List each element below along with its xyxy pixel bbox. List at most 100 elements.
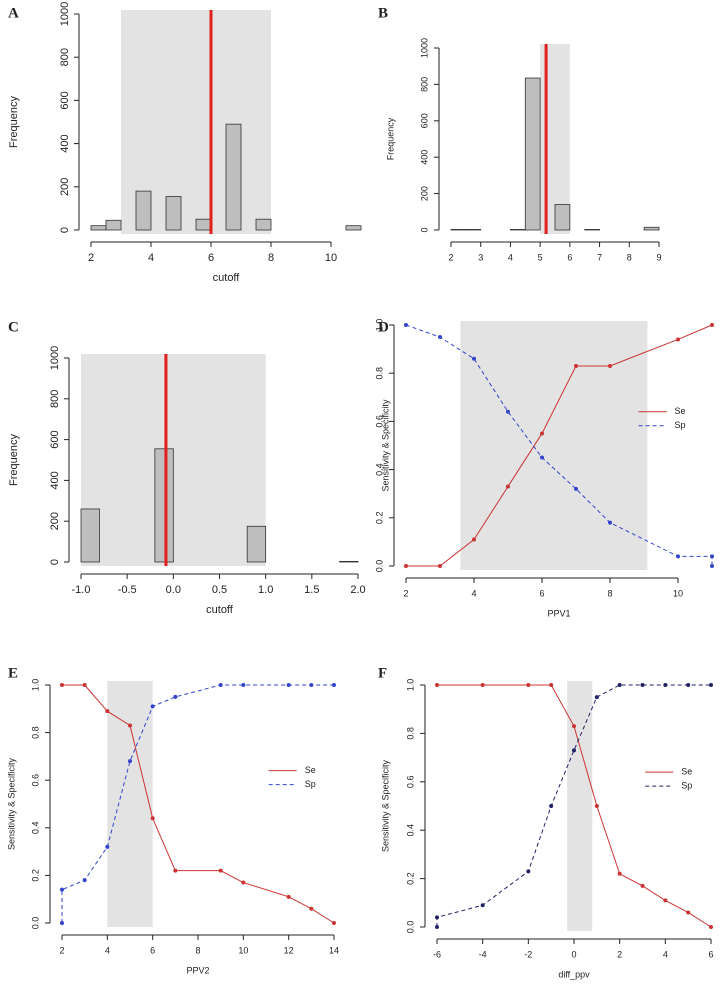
data-point <box>663 683 668 687</box>
panel-label: E <box>8 665 18 681</box>
data-point <box>526 683 531 687</box>
x-tick-label: 3 <box>478 252 483 262</box>
y-axis-label: Frequency <box>8 434 20 486</box>
x-axis-label: cutoff <box>213 272 241 284</box>
data-point <box>480 903 485 908</box>
legend-label: Sp <box>305 779 316 789</box>
x-tick-label: -6 <box>433 949 441 959</box>
data-point <box>710 323 714 327</box>
legend-label: Sp <box>675 420 686 430</box>
shaded-interval <box>567 681 593 931</box>
bar <box>255 218 272 231</box>
y-tick-label: 0.2 <box>374 512 384 525</box>
x-tick-label: 6 <box>150 945 155 955</box>
bar <box>554 204 571 231</box>
x-tick-label: 4 <box>663 949 668 959</box>
y-tick-label: 1000 <box>49 346 61 370</box>
x-tick-label: 7 <box>597 252 602 262</box>
bar <box>643 226 660 231</box>
series-line <box>405 324 713 566</box>
legend-label: Se <box>675 406 686 416</box>
data-point <box>105 844 110 849</box>
data-point <box>549 683 554 687</box>
x-tick-label: 8 <box>195 945 200 955</box>
y-tick-label: 0 <box>59 227 71 233</box>
data-point <box>663 898 668 903</box>
y-tick-label: 0.8 <box>374 367 384 380</box>
bar <box>339 560 359 563</box>
x-tick-label: 6 <box>567 252 572 262</box>
data-point <box>241 683 246 687</box>
data-point <box>60 921 64 925</box>
x-axis-label: PPV2 <box>186 965 209 975</box>
x-tick-label: 4 <box>148 252 154 264</box>
data-point <box>173 694 178 699</box>
x-tick-label: 1.0 <box>258 584 273 596</box>
y-tick-label: 0.4 <box>405 824 415 837</box>
x-tick-label: 2.0 <box>350 584 365 596</box>
y-tick-label: 0.6 <box>374 415 384 428</box>
data-point <box>686 683 691 687</box>
y-tick-label: 1.0 <box>30 679 40 692</box>
data-point <box>572 748 576 753</box>
x-tick-label: 6 <box>208 252 214 264</box>
y-axis-label: Sensitivity & Specificity <box>6 757 16 850</box>
legend-label: Se <box>305 765 316 775</box>
x-tick-label: 10 <box>325 252 337 264</box>
bar <box>584 229 600 231</box>
x-tick-label: 6 <box>708 949 713 959</box>
data-point <box>480 683 485 687</box>
x-tick-label: -2 <box>524 949 532 959</box>
data-point <box>710 554 714 559</box>
legend-label: Sp <box>681 780 692 790</box>
x-tick-label: -4 <box>479 949 487 959</box>
y-tick-label: 600 <box>419 113 429 128</box>
data-point <box>128 723 132 728</box>
data-point <box>404 323 408 327</box>
panel-label: B <box>378 5 388 21</box>
data-point <box>676 554 680 559</box>
data-point <box>309 906 314 911</box>
data-point <box>709 683 713 687</box>
shaded-interval <box>107 681 153 927</box>
data-point <box>60 887 64 892</box>
data-point <box>435 915 439 920</box>
panel-label: D <box>378 319 389 335</box>
y-tick-label: 0.2 <box>30 869 40 882</box>
data-point <box>617 683 622 687</box>
y-tick-label: 200 <box>419 186 429 201</box>
series-line <box>436 684 711 927</box>
x-tick-label: 2 <box>88 252 94 264</box>
data-point <box>286 894 291 899</box>
y-tick-label: 600 <box>49 430 61 448</box>
data-point <box>286 683 291 687</box>
bar <box>90 225 107 231</box>
y-tick-label: 1.0 <box>374 319 384 332</box>
data-point <box>128 759 132 764</box>
x-axis-label: diff_ppv <box>558 969 590 979</box>
data-point <box>218 683 223 687</box>
x-tick-label: 2 <box>59 945 64 955</box>
y-axis-label: Sensitivity & Specificity <box>380 759 390 852</box>
data-point <box>150 816 155 821</box>
x-tick-label: 10 <box>238 945 248 955</box>
x-axis-label: cutoff <box>206 604 234 616</box>
y-tick-label: 0.0 <box>405 921 415 934</box>
data-point <box>241 880 246 885</box>
data-point <box>438 335 442 340</box>
x-tick-label: 6 <box>539 588 544 598</box>
data-point <box>686 910 691 915</box>
bar <box>345 225 362 231</box>
data-point <box>404 564 408 568</box>
bar <box>105 219 122 231</box>
data-point <box>82 878 87 883</box>
data-point <box>472 356 476 361</box>
panel-label: C <box>8 319 19 335</box>
data-point <box>676 337 680 342</box>
y-tick-label: 800 <box>49 390 61 408</box>
x-tick-label: 8 <box>607 588 612 598</box>
x-tick-label: 10 <box>673 588 683 598</box>
data-point <box>506 484 510 489</box>
data-point <box>506 409 510 414</box>
